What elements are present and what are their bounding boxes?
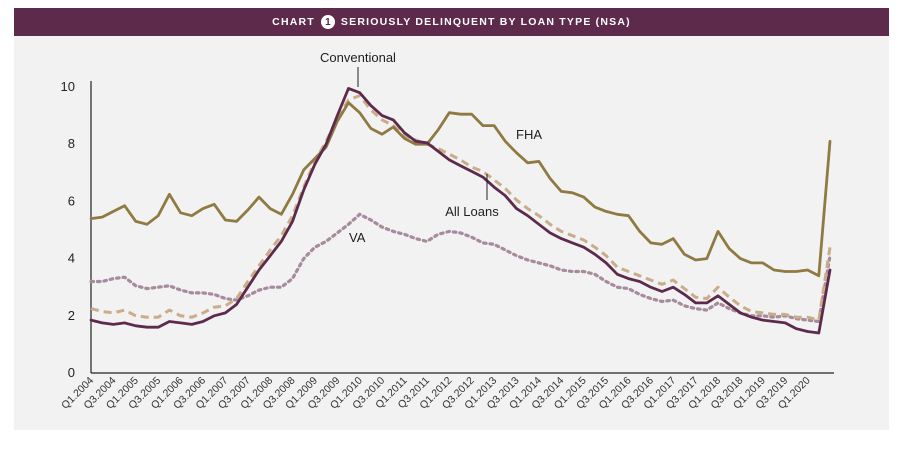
y-tick-label: 10 (61, 79, 75, 94)
y-tick-label: 0 (68, 365, 75, 380)
chart-panel (14, 8, 889, 430)
series-line-conventional (89, 87, 832, 335)
y-tick-label: 4 (68, 251, 75, 266)
chart-title-bar: CHART 1 SERIOUSLY DELINQUENT BY LOAN TYP… (14, 8, 889, 36)
series-line-fha (89, 101, 832, 278)
chart-number-badge: 1 (320, 15, 335, 29)
series-line-all-loans (90, 94, 832, 322)
chart-title: SERIOUSLY DELINQUENT BY LOAN TYPE (NSA) (340, 16, 631, 28)
chart-title-prefix: CHART (272, 16, 315, 28)
y-tick-label: 6 (68, 193, 75, 208)
y-tick-label: 2 (68, 308, 75, 323)
footnote (140, 445, 800, 455)
annotation-all-loans: All Loans (445, 204, 499, 219)
annotation-conventional: Conventional (320, 50, 396, 65)
annotation-va: VA (349, 230, 366, 245)
series-line-va (89, 212, 832, 324)
y-tick-label: 8 (68, 136, 75, 151)
annotation-fha: FHA (516, 127, 542, 142)
